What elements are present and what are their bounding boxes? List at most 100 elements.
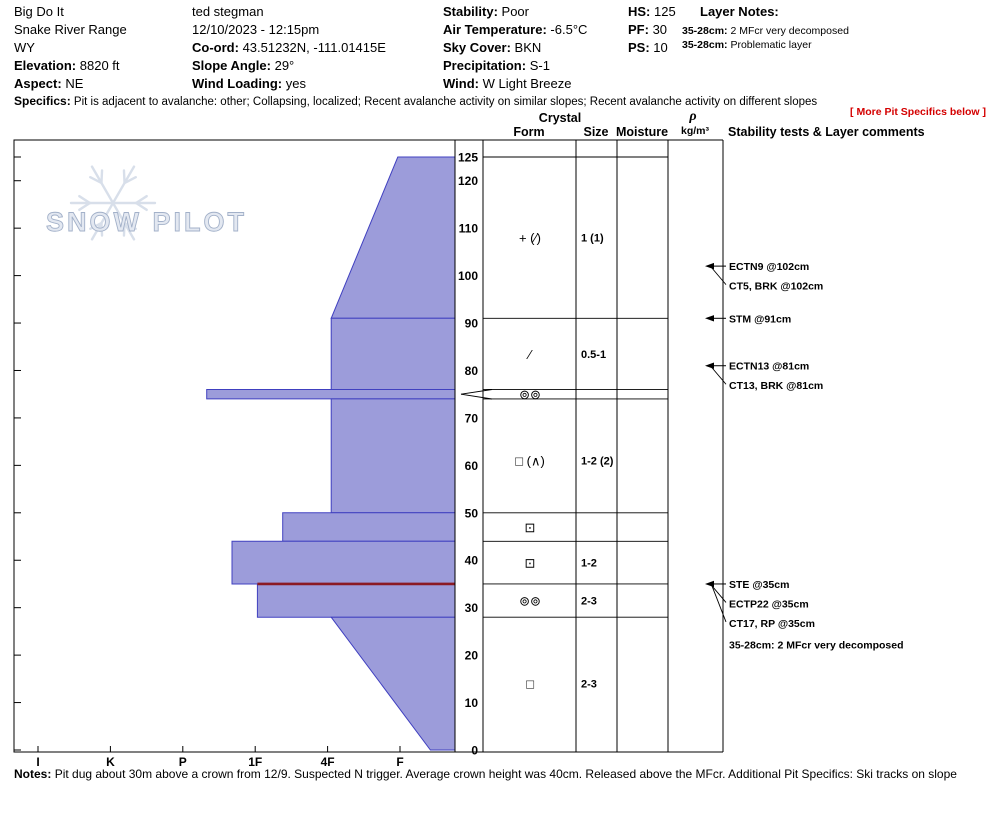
mountain-range: Snake River Range — [14, 22, 127, 37]
stability-test-label: STE @35cm — [729, 579, 789, 591]
depth-label: 90 — [465, 317, 479, 331]
test-leader-line — [711, 367, 727, 385]
test-leader-line — [711, 585, 727, 603]
snow-layer — [330, 156, 456, 319]
grain-form: ⊚⊚ — [519, 594, 541, 609]
depth-label: 0 — [471, 744, 478, 758]
pf-value: 30 — [652, 22, 668, 37]
elevation-label: Elevation: — [14, 58, 77, 73]
hardness-label: I — [36, 755, 39, 769]
stability-label: Stability: — [443, 4, 498, 19]
snow-layer — [330, 398, 456, 514]
snow-layer — [330, 317, 456, 390]
stability-test-label: ECTN13 @81cm — [729, 361, 809, 373]
hardness-label: 4F — [321, 755, 335, 769]
hardness-label: F — [396, 755, 403, 769]
notes-label: Notes: — [14, 767, 52, 781]
grain-form: ⊡ — [525, 556, 536, 571]
elevation: Elevation: 8820 ft — [14, 58, 120, 73]
wind: Wind: W Light Breeze — [443, 76, 571, 91]
size-header: Size — [583, 125, 608, 139]
hs-label: HS: — [628, 4, 651, 19]
grain-form: □ — [526, 677, 534, 692]
grain-form: ⊚⊚ — [519, 387, 541, 402]
snow-layer — [206, 389, 456, 400]
test-arrow-head — [705, 362, 714, 369]
layer-note-range: 35-28cm: — [682, 25, 728, 37]
sky-value: BKN — [514, 40, 542, 55]
depth-label: 60 — [465, 459, 479, 473]
grain-size: 2-3 — [581, 679, 597, 691]
observation-datetime: 12/10/2023 - 12:15pm — [192, 22, 319, 37]
snowflake-icon — [69, 165, 157, 241]
grain-form: □ (∧) — [515, 454, 545, 469]
hardness-label: P — [179, 755, 187, 769]
precipitation: Precipitation: S-1 — [443, 58, 550, 73]
layer-note-range: 35-28cm: — [682, 39, 728, 51]
pit-specifics: Specifics: Pit is adjacent to avalanche:… — [14, 94, 817, 108]
layer-notes-title: Layer Notes: — [700, 4, 779, 19]
wind-label: Wind: — [443, 76, 479, 91]
test-arrow-head — [705, 262, 714, 270]
precip-value: S-1 — [529, 58, 550, 73]
sky-cover: Sky Cover: BKN — [443, 40, 541, 55]
range-text: Snake River Range — [14, 22, 127, 37]
layer-note-text: 2 MFcr very decomposed — [730, 25, 849, 37]
test-leader-line — [711, 585, 727, 623]
stability-test-label: CT5, BRK @102cm — [729, 281, 823, 293]
depth-label: 120 — [458, 174, 478, 188]
notes-text: Pit dug about 30m above a crown from 12/… — [54, 767, 957, 781]
wind-loading: Wind Loading: yes — [192, 76, 306, 91]
depth-label: 50 — [465, 506, 479, 520]
ps-value: 10 — [653, 40, 668, 55]
coord-label: Co-ord: — [192, 40, 239, 55]
layer-notes-title-text: Layer Notes: — [700, 4, 779, 19]
datetime-text: 12/10/2023 - 12:15pm — [192, 22, 320, 37]
aspect: Aspect: NE — [14, 76, 83, 91]
observer-name-text: ted stegman — [192, 4, 264, 19]
depth-label: 30 — [465, 601, 479, 615]
form-header: Form — [513, 125, 544, 139]
wind-loading-label: Wind Loading: — [192, 76, 283, 91]
depth-label: 125 — [458, 151, 478, 165]
pit-name-text: Big Do It — [14, 4, 64, 19]
depth-label: 110 — [459, 222, 479, 236]
slope-angle-value: 29° — [274, 58, 295, 73]
grain-size: 1 (1) — [581, 233, 604, 245]
depth-label: 10 — [465, 696, 479, 710]
stability-tests-header: Stability tests & Layer comments — [728, 125, 925, 139]
aspect-value: NE — [65, 76, 84, 91]
grain-form: ⊡ — [525, 520, 536, 535]
specifics-text: Pit is adjacent to avalanche: other; Col… — [73, 96, 818, 108]
state: WY — [14, 40, 35, 55]
depth-label: 80 — [465, 364, 479, 378]
sky-label: Sky Cover: — [443, 40, 511, 55]
grain-size: 2-3 — [581, 596, 597, 608]
snow-layer — [256, 583, 456, 618]
density-header: ρ — [688, 109, 696, 124]
aspect-label: Aspect: — [14, 76, 62, 91]
specifics-label: Specifics: — [14, 94, 71, 108]
stability-test-label: CT17, RP @35cm — [729, 618, 815, 630]
hardness-label: K — [106, 755, 115, 769]
crystal-header: Crystal — [539, 111, 581, 125]
layer-note-item: 35-28cm: Problematic layer — [682, 39, 812, 51]
profile-plot-border — [13, 139, 456, 753]
snow-layer — [282, 512, 456, 542]
elevation-value: 8820 ft — [79, 58, 120, 73]
slope-angle: Slope Angle: 29° — [192, 58, 294, 73]
depth-label: 100 — [458, 269, 478, 283]
depth-label: 40 — [465, 554, 479, 568]
grain-size: 1-2 (2) — [581, 456, 614, 468]
pf-label: PF: — [628, 22, 649, 37]
hs-value: 125 — [654, 4, 676, 19]
test-arrow-head — [705, 315, 714, 322]
slope-angle-label: Slope Angle: — [192, 58, 271, 73]
more-pit-specifics-link[interactable]: [ More Pit Specifics below ] — [850, 106, 986, 118]
height-of-snow: HS: 125 — [628, 4, 676, 19]
grain-form: + (∕) — [519, 231, 541, 246]
stability-test-label: ECTP22 @35cm — [729, 598, 809, 610]
air-temp-label: Air Temperature: — [443, 22, 547, 37]
test-arrow-head — [705, 580, 714, 588]
